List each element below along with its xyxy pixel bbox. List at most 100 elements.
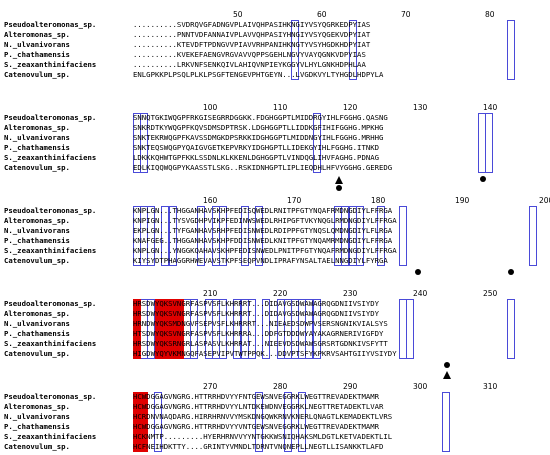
species-label: S._zeaxanthinifaciens <box>4 246 97 255</box>
sequence-row: ..........LRKVNFSENKQIVLAHIQVNPIEYKGGYVL… <box>133 60 366 69</box>
sequence-row: KNPLGN...THGGANHAVSKHPFEDISQWEDLRNITPFGT… <box>133 206 393 215</box>
sequence-row: SNKRDTKYWQGPFKQVSDMSDPTRSK.LDGHGGPTLLIDD… <box>133 123 384 132</box>
species-label: P._chathamensis <box>4 329 70 338</box>
sequence-row: HCWDGGAGVNGRG.HTTRRHDVYYLNTDKEWDNVEGGRKL… <box>133 402 384 411</box>
species-label: N._ulvanivorans <box>4 319 70 328</box>
sequence-row: HCKNMTP.........HYERHRNVVYYNTGKKWSNIQHAK… <box>133 432 393 441</box>
similar-column-box <box>406 299 415 359</box>
similar-column-box <box>312 113 321 173</box>
similar-column-box <box>398 206 408 266</box>
ruler-number: 300 <box>413 382 428 391</box>
marker-dot <box>414 269 421 275</box>
species-label: N._ulvanivorans <box>4 40 70 49</box>
ruler-number: 310 <box>483 382 498 391</box>
sequence-row: KNAFGEG..THGGANHAVSKHPFDDISNWEDLKNITPFGT… <box>133 236 393 245</box>
conserved-column <box>139 392 148 452</box>
ruler-number: 50 <box>233 10 243 19</box>
species-label: Pseudoalteromonas_sp. <box>4 206 97 215</box>
ruler-number: 100 <box>203 103 218 112</box>
similar-column-box <box>197 206 206 266</box>
species-label: Pseudoalteromonas_sp. <box>4 113 97 122</box>
ruler-number: 220 <box>273 289 288 298</box>
species-label: S._zeaxanthinifaciens <box>4 432 97 441</box>
marker-dot <box>443 362 450 368</box>
sequence-row: ..........KTEVDFTPDNGVVPIAVVRHPANIHKNGTY… <box>133 40 371 49</box>
similar-column-box <box>204 299 213 359</box>
species-label: Catenovulum_sp. <box>4 256 70 265</box>
ruler-number: 270 <box>203 382 218 391</box>
sequence-row: HTSDWYQKSVNGRFASPVSFLKHRRRA...DDFGTDDDWY… <box>133 329 384 338</box>
species-label: Catenovulum_sp. <box>4 163 70 172</box>
similar-column-box <box>283 392 292 452</box>
similar-column-box <box>254 392 264 452</box>
sequence-row: KIYSYDTPHAGGRHWEVAVSTKPFSEQPVNDLIPRAFYNS… <box>133 256 388 265</box>
ruler-number: 140 <box>483 103 498 112</box>
sequence-row: LDKKKQHWTGPFKKLSSDNLKLKKENLDGHGGPTLVINDQ… <box>133 153 380 162</box>
species-label: Pseudoalteromonas_sp. <box>4 392 97 401</box>
similar-column-box <box>506 299 516 359</box>
marker-dot <box>335 185 342 191</box>
sequence-row: HCFNEIHDKTTY....GRINTYVMNDLTDRNTVNQNEPLL… <box>133 442 384 451</box>
species-label: Catenovulum_sp. <box>4 442 70 451</box>
species-label: Alteromonas_sp. <box>4 309 70 318</box>
similar-column-box <box>442 392 451 452</box>
species-label: S._zeaxanthinifaciens <box>4 153 97 162</box>
marker-triangle <box>334 176 343 184</box>
similar-column-box <box>233 299 242 359</box>
ruler-number: 170 <box>287 196 302 205</box>
similar-column-box <box>161 206 170 266</box>
sequence-row: SNKTEQSWQGPYQAIGVGETKEPVRKYIDGHGPTLLIDEK… <box>133 143 380 152</box>
sequence-row: KNPIGN...TYSVGDHPVIKPFEDINWSWEDLRHIPGFTV… <box>133 216 397 225</box>
sequence-row: HRSDWYQKSVNGRFASPVSFLKHRRRT...DIDAVGSDWA… <box>133 299 380 308</box>
species-label: N._ulvanivorans <box>4 412 70 421</box>
species-label: S._zeaxanthinifaciens <box>4 60 97 69</box>
ruler-number: 160 <box>203 196 218 205</box>
conserved-column <box>161 299 170 359</box>
similar-column-box <box>154 392 163 452</box>
similar-column-box <box>211 206 220 266</box>
sequence-row: HCWDGGAGVNGRG.HTTRRHDVYYVNTGEWSNVEGGRKLW… <box>133 422 380 431</box>
sequence-row: EKPLGN...TYFGANHAVSRHPFEDISNWEDLRDIPPFGT… <box>133 226 393 235</box>
conserved-column <box>132 392 141 452</box>
ruler-number: 110 <box>273 103 288 112</box>
sequence-row: EDLKIQQWQGPYKAASSTLSKG..RSKIDNHGPTLIPLIE… <box>133 163 393 172</box>
ruler-number: 190 <box>455 196 470 205</box>
similar-column-box <box>398 299 408 359</box>
sequence-row: HIGDWYQYVKMNGQFASEPVIPVTWTPPQK...DDVPTSF… <box>133 349 397 358</box>
similar-column-box <box>290 20 300 80</box>
ruler-number: 180 <box>371 196 386 205</box>
sequence-row: ..........KVEKEFAENGVRGVAVVQPPSGEHLNGVYV… <box>133 50 366 59</box>
sequence-row: KNPLGN...YNGGKQAHAVSKHPFEDISNWEDLPNITPFG… <box>133 246 397 255</box>
conserved-column <box>154 299 163 359</box>
conserved-column <box>175 299 184 359</box>
ruler-number: 80 <box>485 10 495 19</box>
similar-column-box <box>334 206 343 266</box>
species-label: P._chathamensis <box>4 143 70 152</box>
similar-column-box <box>478 113 487 173</box>
similar-column-box <box>254 206 264 266</box>
species-label: Pseudoalteromonas_sp. <box>4 299 97 308</box>
ruler-number: 130 <box>413 103 428 112</box>
sequence-row: HRNDWYQKSMDNGVFSEPVSFLKHRRRT...NIEAEDSDW… <box>133 319 388 328</box>
sequence-row: SNNQTGKIWQGPFRKGISEGRRDGGKK.FDGHGGPTLMID… <box>133 113 388 122</box>
species-label: Alteromonas_sp. <box>4 123 70 132</box>
marker-triangle <box>442 371 451 379</box>
species-label: Catenovulum_sp. <box>4 349 70 358</box>
conserved-column <box>168 299 177 359</box>
sequence-row: ..........SVDRQVGFADNGVPLAIVQHPASIHKNGIY… <box>133 20 371 29</box>
similar-column-box <box>377 206 386 266</box>
ruler-number: 240 <box>413 289 428 298</box>
ruler-number: 70 <box>401 10 411 19</box>
similar-column-box <box>240 206 249 266</box>
similar-column-box <box>132 206 141 266</box>
species-label: Alteromonas_sp. <box>4 216 70 225</box>
ruler-number: 210 <box>203 289 218 298</box>
species-label: Alteromonas_sp. <box>4 402 70 411</box>
similar-column-box <box>485 113 494 173</box>
sequence-row: HCWDGGAGVNGRG.HTTRRHDVYYFNTGEWSNVEGGRKLW… <box>133 392 380 401</box>
species-label: Pseudoalteromonas_sp. <box>4 20 97 29</box>
similar-column-box <box>276 299 285 359</box>
sequence-row: HCRDNVNAQDARG.HIRRHRNVVYMSKDNGQWKRNVKNER… <box>133 412 393 421</box>
marker-dot <box>508 269 515 275</box>
ruler-number: 120 <box>343 103 358 112</box>
